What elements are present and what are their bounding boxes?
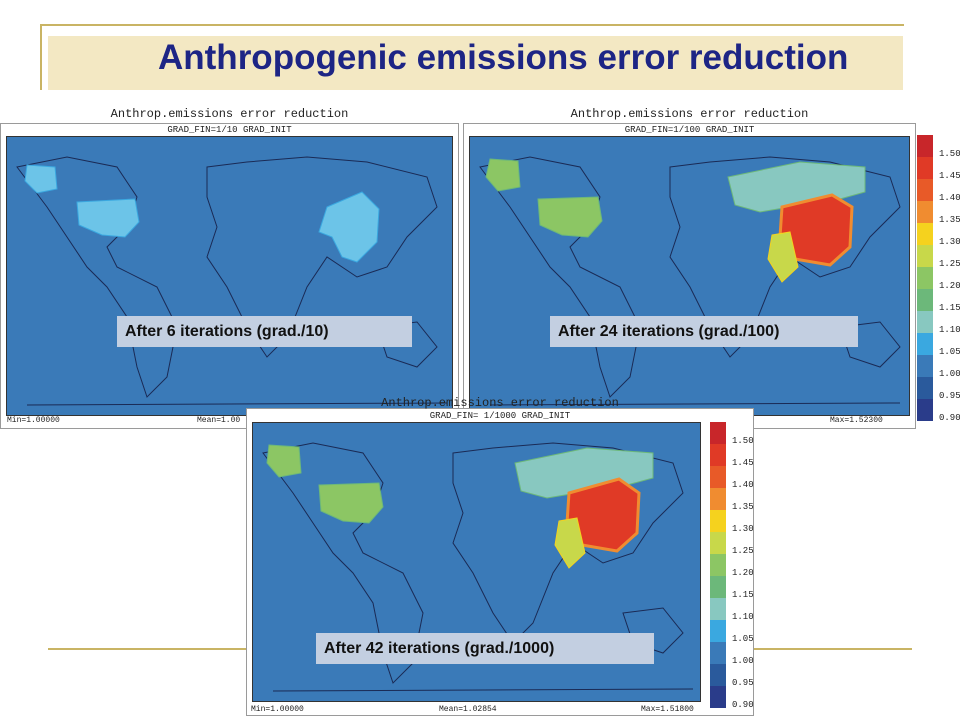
colorbar-label: 1.05 <box>939 347 960 357</box>
colorbar-swatches <box>917 135 933 421</box>
panel-title: Anthrop.emissions error reduction <box>110 107 349 121</box>
caption-42-iterations: After 42 iterations (grad./1000) <box>316 633 654 664</box>
colorbar-label: 1.20 <box>732 568 754 578</box>
colorbar-label: 1.50 <box>939 149 960 159</box>
panel-title: Anthrop.emissions error reduction <box>381 396 619 410</box>
colorbar-label: 1.45 <box>939 171 960 181</box>
panel-subtitle: GRAD_FIN=1/10 GRAD_INIT <box>167 125 292 135</box>
map-panel-24-iterations: Anthrop.emissions error reduction GRAD_F… <box>463 107 916 429</box>
colorbar-label: 1.15 <box>939 303 960 313</box>
min-value: Min=1.00000 <box>251 705 304 714</box>
colorbar-label: 1.30 <box>732 524 754 534</box>
map-panel-6-iterations: Anthrop.emissions error reduction GRAD_F… <box>0 107 459 429</box>
caption-6-iterations: After 6 iterations (grad./10) <box>117 316 412 347</box>
panel-title: Anthrop.emissions error reduction <box>570 107 809 121</box>
panel-subtitle: GRAD_FIN=1/100 GRAD_INIT <box>624 125 755 135</box>
panel-subtitle: GRAD_FIN= 1/1000 GRAD_INIT <box>429 411 571 421</box>
min-value: Min=1.00000 <box>7 416 60 425</box>
colorbar-label: 0.95 <box>939 391 960 401</box>
slide-title: Anthropogenic emissions error reduction <box>158 38 849 77</box>
colorbar-label: 0.95 <box>732 678 754 688</box>
colorbar-label: 1.20 <box>939 281 960 291</box>
colorbar-label: 1.40 <box>732 480 754 490</box>
max-value: Max=1.52300 <box>830 416 883 425</box>
colorbar-label: 1.10 <box>939 325 960 335</box>
world-map-plot <box>470 137 909 415</box>
title-band <box>48 36 903 90</box>
colorbar-label: 1.30 <box>939 237 960 247</box>
colorbar-label: 1.35 <box>939 215 960 225</box>
colorbar-label: 1.00 <box>732 656 754 666</box>
caption-24-iterations: After 24 iterations (grad./100) <box>550 316 858 347</box>
colorbar-label: 0.90 <box>939 413 960 423</box>
colorbar-swatches <box>710 422 726 708</box>
mean-value: Mean=1.02854 <box>439 705 497 714</box>
colorbar-label: 1.50 <box>732 436 754 446</box>
world-map-plot <box>7 137 452 415</box>
colorbar-label: 0.90 <box>732 700 754 710</box>
colorbar-label: 1.10 <box>732 612 754 622</box>
colorbar-label: 1.00 <box>939 369 960 379</box>
colorbar-label: 1.25 <box>939 259 960 269</box>
world-map <box>6 136 453 416</box>
title-rule-top <box>40 24 904 26</box>
colorbar-label: 1.40 <box>939 193 960 203</box>
colorbar-top: 1.50 1.45 1.40 1.35 1.30 1.25 1.20 1.15 … <box>917 135 960 425</box>
colorbar-label: 1.45 <box>732 458 754 468</box>
world-map <box>469 136 910 416</box>
colorbar-label: 1.25 <box>732 546 754 556</box>
mean-value: Mean=1.00 <box>197 416 241 425</box>
colorbar-label: 1.15 <box>732 590 754 600</box>
colorbar-label: 1.35 <box>732 502 754 512</box>
max-value: Max=1.51800 <box>641 705 694 714</box>
colorbar-label: 1.05 <box>732 634 754 644</box>
map-panel-42-iterations: Anthrop.emissions error reduction GRAD_F… <box>246 396 754 716</box>
title-rule-left <box>40 24 42 90</box>
colorbar-bottom: 1.50 1.45 1.40 1.35 1.30 1.25 1.20 1.15 … <box>710 422 756 712</box>
